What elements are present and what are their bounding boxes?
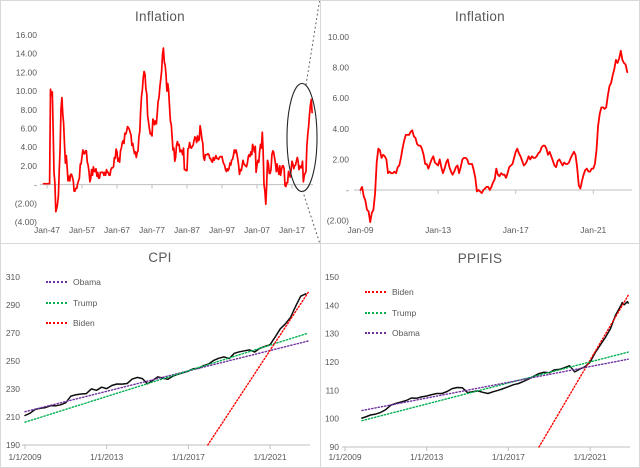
legend-item-biden[interactable]: Biden [365, 282, 420, 303]
trump-dotted-line-swatch [46, 301, 67, 304]
biden-dotted-line-swatch [46, 322, 67, 325]
chart-title-ppifis: PPIFIS [457, 251, 503, 266]
chart-ppifis[interactable] [320, 243, 640, 468]
legend-label-biden: Biden [73, 318, 95, 328]
chart-title-inflation-full: Inflation [135, 9, 185, 24]
legend-label-biden: Biden [392, 287, 414, 297]
legend-label-obama: Obama [392, 328, 420, 338]
chart-inflation-full[interactable] [0, 0, 321, 244]
chart-title-inflation-recent: Inflation [455, 9, 505, 24]
legend-item-trump[interactable]: Trump [365, 303, 420, 324]
legend-cpi: Obama Trump Biden [46, 272, 101, 334]
legend-label-trump: Trump [392, 307, 417, 318]
trump-dotted-line-swatch [365, 311, 386, 314]
obama-dotted-line-swatch [365, 332, 386, 335]
chart-inflation-recent[interactable] [320, 0, 640, 244]
legend-item-trump[interactable]: Trump [46, 293, 101, 314]
legend-label-obama: Obama [73, 277, 101, 287]
legend-ppifis: Biden Trump Obama [365, 282, 420, 344]
legend-item-obama[interactable]: Obama [46, 272, 101, 293]
legend-item-biden[interactable]: Biden [46, 313, 101, 334]
legend-item-obama[interactable]: Obama [365, 323, 420, 344]
chart-title-cpi: CPI [148, 250, 172, 265]
biden-dotted-line-swatch [365, 291, 386, 294]
obama-dotted-line-swatch [46, 281, 67, 284]
legend-label-trump: Trump [73, 297, 98, 308]
